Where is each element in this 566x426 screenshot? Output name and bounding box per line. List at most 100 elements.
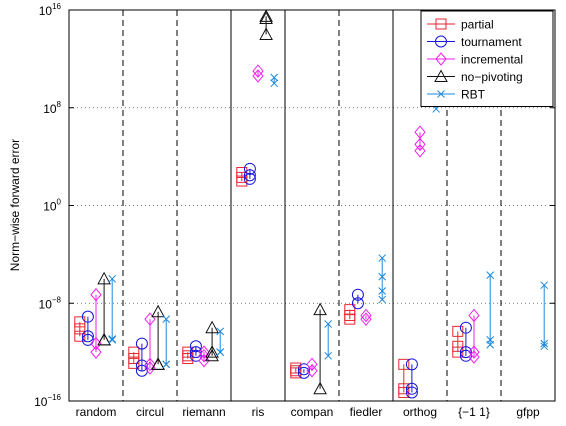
- no-pivoting-point: [259, 27, 273, 40]
- partial-point: [74, 316, 86, 328]
- tournament-point: [81, 333, 94, 346]
- partial-point: [398, 386, 410, 398]
- tournament-point: [459, 321, 472, 334]
- incremental-point: [252, 69, 264, 83]
- no-pivoting-point: [151, 357, 165, 370]
- incremental-point: [198, 345, 210, 359]
- x-tick-label: ris: [252, 405, 265, 419]
- legend-no-pivoting-marker: [434, 69, 448, 82]
- incremental-point: [468, 345, 480, 359]
- rbt-point: [270, 79, 279, 88]
- no-pivoting-point: [259, 9, 273, 22]
- no-pivoting-point: [97, 332, 111, 346]
- rbt-point: [378, 272, 387, 281]
- tournament-point: [189, 340, 202, 353]
- rbt-point: [540, 342, 549, 351]
- y-tick-label: 10−16: [34, 393, 61, 409]
- rbt-point: [540, 339, 549, 348]
- partial-point: [74, 330, 86, 342]
- x-tick-label: {−1 1}: [458, 405, 490, 419]
- tournament-point: [405, 386, 418, 399]
- legend-incremental-label: incremental: [461, 53, 523, 67]
- partial-point: [452, 340, 464, 352]
- legend-rbt-marker: [437, 90, 445, 98]
- tournament-point: [351, 297, 364, 310]
- incremental-point: [306, 357, 318, 372]
- rbt-point: [270, 73, 279, 82]
- partial-point: [236, 175, 248, 187]
- no-pivoting-point: [259, 11, 273, 25]
- legend-tournament-label: tournament: [461, 35, 522, 49]
- legend-partial-label: partial: [461, 18, 494, 32]
- legend-rbt-label: RBT: [461, 88, 486, 102]
- incremental-point: [468, 308, 480, 323]
- no-pivoting-point: [313, 302, 327, 316]
- legend-incremental-marker: [435, 52, 447, 66]
- incremental-point: [468, 350, 480, 364]
- incremental-point: [414, 137, 426, 152]
- tournament-point: [459, 349, 472, 362]
- no-pivoting-point: [205, 320, 219, 334]
- tournament-point: [243, 162, 256, 175]
- incremental-point: [144, 357, 156, 372]
- incremental-point: [90, 345, 102, 359]
- y-tick-label: 1016: [39, 2, 62, 18]
- legend: partial tournament incremental no−pivoting R…: [420, 10, 554, 107]
- incremental-point: [414, 144, 426, 158]
- tournament-point: [405, 358, 418, 371]
- grid-layer: [69, 107, 555, 304]
- tournament-point: [81, 330, 94, 343]
- rbt-point: [486, 271, 495, 279]
- partial-point: [128, 346, 140, 358]
- tournament-point: [81, 310, 94, 323]
- rbt-point: [162, 360, 171, 369]
- x-tick-label: circul: [136, 405, 164, 419]
- rbt-point: [216, 327, 225, 336]
- tournament-point: [189, 349, 202, 362]
- tournament-point: [243, 169, 256, 182]
- y-tick-label: 100: [43, 198, 61, 214]
- no-pivoting-point: [97, 271, 111, 285]
- legend-no-pivoting-label: no−pivoting: [461, 70, 523, 84]
- partial-point: [344, 313, 356, 325]
- tournament-point: [189, 346, 202, 359]
- incremental-point: [360, 308, 372, 323]
- partial-point: [74, 323, 86, 335]
- x-tick-label: compan: [291, 405, 334, 419]
- x-tick-label: orthog: [403, 405, 437, 419]
- rbt-point: [378, 295, 387, 304]
- incremental-point: [144, 361, 156, 375]
- rbt-point: [162, 315, 171, 324]
- rbt-point: [378, 287, 387, 295]
- no-pivoting-point: [151, 304, 165, 318]
- incremental-point: [306, 363, 318, 378]
- rbt-point: [540, 281, 549, 290]
- partial-point: [128, 353, 140, 365]
- tournament-point: [351, 288, 364, 301]
- rbt-point: [108, 336, 117, 344]
- rbt-point: [486, 340, 495, 349]
- rbt-point: [378, 254, 387, 262]
- legend-tournament-marker: [435, 35, 447, 48]
- y-tick-label: 108: [43, 100, 61, 116]
- rbt-point: [324, 320, 333, 328]
- no-pivoting-point: [313, 381, 327, 395]
- partial-point: [398, 358, 410, 370]
- incremental-point: [360, 312, 372, 326]
- incremental-point: [90, 336, 102, 351]
- rbt-point: [108, 335, 117, 343]
- y-tick-label: 10−8: [39, 295, 62, 311]
- partial-point: [452, 346, 464, 358]
- category-separators: [122, 10, 502, 401]
- partial-point: [452, 325, 464, 337]
- x-tick-label: riemann: [182, 405, 225, 419]
- tournament-point: [243, 172, 256, 185]
- legend-partial-marker: [435, 18, 447, 30]
- tournament-point: [405, 382, 418, 395]
- rbt-point: [324, 351, 333, 360]
- no-pivoting-point: [205, 345, 219, 358]
- rbt-point: [216, 348, 225, 356]
- x-tick-label: gfpp: [516, 405, 540, 419]
